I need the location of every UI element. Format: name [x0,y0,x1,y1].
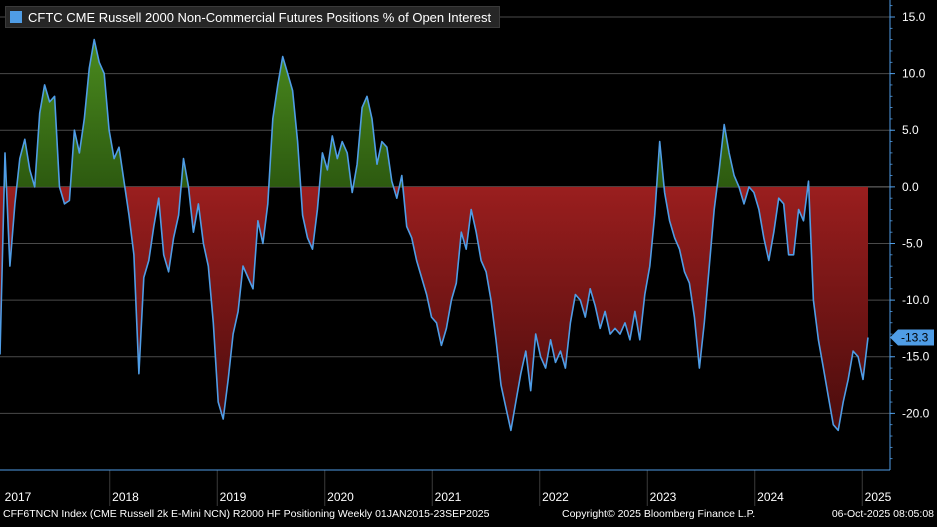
y-tick-label: 5.0 [902,123,919,137]
x-tick-label: 2023 [650,490,677,504]
legend-swatch [10,11,22,23]
y-tick-label: -15.0 [902,350,930,364]
footer-ticker: CFF6TNCN Index (CME Russell 2k E-Mini NC… [3,508,490,520]
x-tick-label: 2017 [5,490,32,504]
area-fills [0,39,868,431]
footer-timestamp: 06-Oct-2025 08:05:08 [831,508,934,520]
y-tick-label: 0.0 [902,180,919,194]
legend: CFTC CME Russell 2000 Non-Commercial Fut… [5,6,501,28]
chart-title: CFTC CME Russell 2000 Non-Commercial Fut… [28,9,492,25]
series-line [0,38,869,432]
footer: CFF6TNCN Index (CME Russell 2k E-Mini NC… [0,507,937,522]
x-tick-label: 2020 [327,490,354,504]
y-tick-label: -20.0 [902,406,930,420]
x-tick-label: 2021 [435,490,462,504]
y-tick-label: -10.0 [902,293,930,307]
axes: 15.0 10.0 5.0 0.0 -5.0 -10.0 -15.0 -20.0 2017 201… [0,0,934,506]
y-tick-label: -5.0 [902,236,923,250]
positive-area [4,39,809,187]
footer-copyright: Copyright© 2025 Bloomberg Finance L.P. [562,508,756,520]
y-tick-label: 10.0 [902,67,926,81]
last-value-badge [890,329,934,346]
x-tick-label: 2019 [220,490,247,504]
y-tick-label: 15.0 [902,10,926,24]
x-tick-label: 2025 [865,490,892,504]
x-tick-label: 2018 [112,490,139,504]
x-tick-label: 2024 [757,490,784,504]
x-tick-label: 2022 [542,490,569,504]
series-line-path [0,38,869,432]
last-value-label: -13.3 [901,330,929,344]
